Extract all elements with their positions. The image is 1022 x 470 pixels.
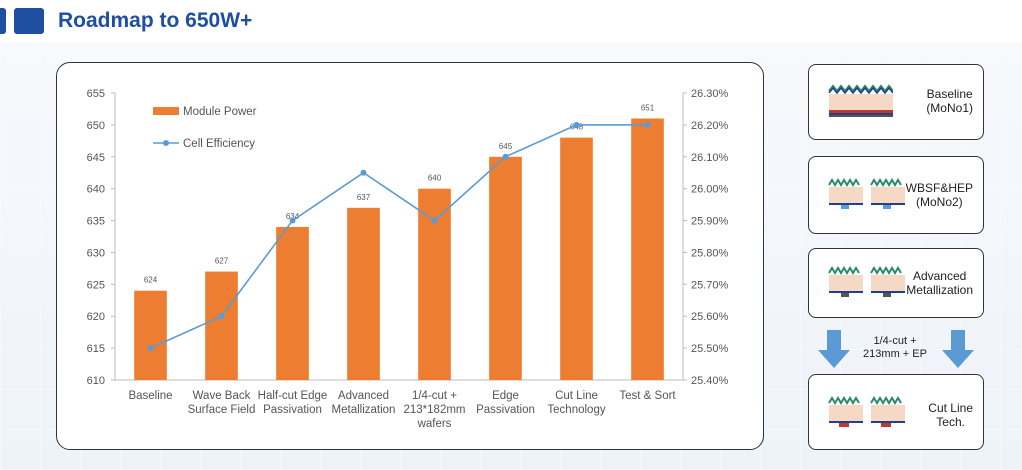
x-tick-label: Advanced bbox=[338, 390, 389, 402]
logo-square-icon bbox=[14, 8, 44, 34]
series-line-cell-efficiency bbox=[150, 124, 648, 349]
x-tick-label: Wave Back bbox=[193, 390, 251, 402]
y-tick-label-right: 25.60% bbox=[691, 311, 729, 323]
y-tick-label-left: 635 bbox=[87, 216, 105, 228]
data-label: 651 bbox=[641, 104, 655, 113]
data-label: 640 bbox=[428, 174, 442, 183]
y-tick-label-right: 26.00% bbox=[691, 184, 729, 196]
x-tick-label: Passivation bbox=[263, 404, 322, 416]
x-tick-label: Test & Sort bbox=[619, 390, 676, 402]
card-wbsf-hep: WBSF&HEP (MoNo2) bbox=[808, 156, 984, 234]
data-label: 645 bbox=[499, 142, 513, 151]
y-tick-label-right: 25.70% bbox=[691, 279, 729, 291]
bar bbox=[347, 207, 380, 380]
x-tick-label: 213*182mm bbox=[403, 404, 465, 416]
y-tick-label-right: 25.80% bbox=[691, 247, 729, 259]
half-cut-cell-icon bbox=[828, 396, 905, 427]
y-tick-label-right: 25.40% bbox=[691, 375, 729, 387]
line-point bbox=[218, 313, 225, 320]
y-tick-label-left: 630 bbox=[87, 247, 105, 259]
transition-label-line: 1/4-cut + bbox=[873, 335, 917, 347]
card-label-line: Cut Line bbox=[928, 401, 973, 415]
data-label: 637 bbox=[357, 193, 371, 202]
card-advanced-metallization: Advanced Metallization bbox=[808, 248, 984, 318]
bar bbox=[631, 118, 664, 380]
card-label-line: Advanced bbox=[912, 269, 967, 283]
card-label-line: Baseline bbox=[926, 87, 973, 101]
y-tick-label-left: 615 bbox=[87, 343, 105, 355]
y-tick-label-right: 26.30% bbox=[691, 88, 729, 100]
y-tick-label-left: 625 bbox=[87, 279, 105, 291]
bar bbox=[560, 137, 593, 380]
y-tick-label-left: 610 bbox=[87, 375, 105, 387]
legend-label: Module Power bbox=[183, 106, 257, 118]
line-point bbox=[644, 121, 651, 128]
bar bbox=[276, 226, 309, 380]
y-tick-label-right: 26.20% bbox=[691, 120, 729, 132]
x-tick-label: Cut Line bbox=[555, 390, 598, 402]
bar bbox=[489, 156, 522, 380]
card-baseline: Baseline (MoNo1) bbox=[808, 64, 984, 140]
line-point bbox=[147, 345, 154, 352]
card-label-line: WBSF&HEP bbox=[905, 181, 973, 195]
legend-marker bbox=[163, 140, 169, 146]
line-point bbox=[431, 217, 438, 224]
data-label: 634 bbox=[286, 212, 300, 221]
y-tick-label-right: 25.50% bbox=[691, 343, 729, 355]
card-cut-line-tech: Cut Line Tech. bbox=[808, 374, 984, 450]
half-cut-cell-icon bbox=[828, 266, 905, 297]
page-title: Roadmap to 650W+ bbox=[58, 9, 253, 32]
bar bbox=[134, 290, 167, 380]
x-tick-label: Technology bbox=[547, 404, 605, 416]
x-tick-label: Metallization bbox=[332, 404, 396, 416]
line-point bbox=[573, 121, 580, 128]
legend-swatch-module-power bbox=[153, 107, 179, 115]
y-tick-label-left: 645 bbox=[87, 152, 105, 164]
y-tick-label-left: 655 bbox=[87, 88, 105, 100]
y-tick-label-right: 25.90% bbox=[691, 216, 729, 228]
y-tick-label-right: 26.10% bbox=[691, 152, 729, 164]
x-tick-label: 1/4-cut + bbox=[412, 390, 457, 402]
logo-bar-icon bbox=[0, 8, 6, 34]
card-label-line: Metallization bbox=[906, 283, 973, 297]
combo-chart: 610 615 620 625 630 635 640 645 650 655 25.40% 25.5… bbox=[87, 88, 729, 430]
x-tick-label: Edge bbox=[492, 390, 519, 402]
line-point bbox=[502, 153, 509, 160]
arrow-down-icon bbox=[818, 330, 850, 368]
data-label: 627 bbox=[215, 257, 229, 266]
x-tick-label: Baseline bbox=[128, 390, 172, 402]
header: Roadmap to 650W+ bbox=[0, 0, 1022, 42]
data-label: 624 bbox=[144, 276, 158, 285]
half-cut-cell-icon bbox=[828, 178, 905, 209]
solar-cell-cross-section-icon bbox=[828, 84, 893, 117]
x-tick-label: wafers bbox=[417, 418, 452, 430]
bar bbox=[418, 188, 451, 380]
card-label-line: Tech. bbox=[936, 415, 965, 429]
x-tick-label: Surface Field bbox=[188, 404, 256, 416]
chart-panel: 610 615 620 625 630 635 640 645 650 655 25.40% 25.5… bbox=[56, 62, 764, 450]
legend-label: Cell Efficiency bbox=[183, 138, 255, 150]
y-tick-label-left: 620 bbox=[87, 311, 105, 323]
line-point bbox=[289, 217, 296, 224]
y-tick-label-left: 650 bbox=[87, 120, 105, 132]
line-point bbox=[360, 169, 367, 176]
x-tick-label: Half-cut Edge bbox=[258, 390, 328, 402]
card-label-line: (MoNo2) bbox=[915, 195, 963, 209]
bar bbox=[205, 271, 238, 380]
transition-label-line: 213mm + EP bbox=[863, 348, 927, 360]
card-label-line: (MoNo1) bbox=[926, 101, 973, 115]
x-tick-label: Passivation bbox=[476, 404, 535, 416]
y-tick-label-left: 640 bbox=[87, 184, 105, 196]
arrow-down-icon bbox=[942, 330, 974, 368]
